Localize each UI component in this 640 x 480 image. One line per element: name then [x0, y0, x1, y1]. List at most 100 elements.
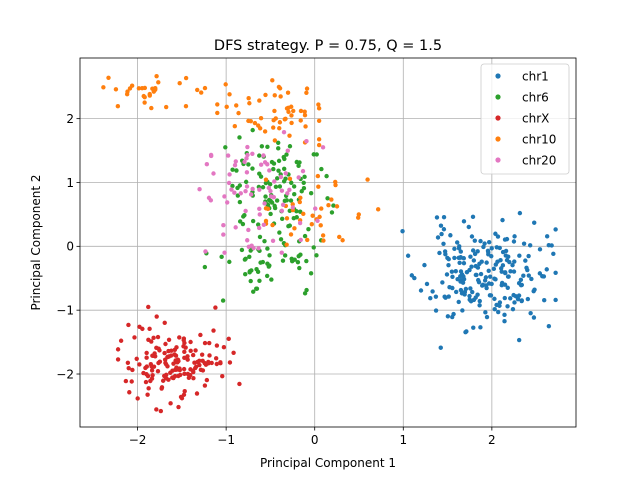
point-chr6: [282, 166, 287, 172]
point-chr6: [297, 160, 302, 165]
point-chr10: [318, 223, 323, 228]
point-chr20: [285, 148, 290, 153]
point-chr10: [284, 242, 289, 247]
point-chr1: [473, 272, 479, 278]
point-chr6: [306, 227, 311, 232]
point-chr10: [316, 102, 321, 107]
point-chr1: [532, 220, 537, 225]
plot-frame: [79, 57, 577, 428]
point-chr10: [263, 218, 269, 224]
point-chrX: [135, 396, 140, 401]
point-chrX: [185, 357, 190, 362]
point-chr10: [106, 75, 111, 80]
point-chrX: [159, 385, 165, 390]
point-chrX: [186, 375, 192, 381]
point-chrX: [177, 335, 182, 340]
point-chr1: [540, 274, 545, 279]
point-chr6: [264, 273, 270, 279]
point-chr1: [412, 275, 417, 281]
point-chr20: [233, 159, 238, 164]
point-chr1: [477, 298, 482, 304]
point-chr20: [265, 162, 270, 167]
point-chrX: [154, 314, 159, 319]
point-chr1: [524, 265, 529, 270]
point-chrX: [193, 348, 198, 353]
point-chr6: [304, 287, 309, 293]
point-chr6: [302, 291, 308, 296]
point-chr1: [502, 295, 507, 301]
point-chr20: [315, 218, 320, 224]
point-chr6: [289, 259, 295, 264]
point-chrX: [154, 345, 159, 350]
point-chr6: [272, 203, 277, 209]
point-chr1: [456, 299, 461, 305]
x-tick-label: −2: [129, 433, 147, 447]
point-chr1: [463, 329, 468, 335]
point-chr1: [461, 274, 466, 279]
point-chr6: [239, 247, 245, 253]
point-chr6: [265, 246, 270, 251]
point-chr20: [242, 159, 247, 165]
point-chrX: [155, 369, 161, 374]
point-chr10: [147, 91, 152, 97]
point-chr6: [277, 184, 283, 189]
legend-marker-chr6: [495, 94, 501, 100]
point-chrX: [155, 334, 161, 340]
point-chrX: [182, 371, 187, 376]
point-chr1: [470, 214, 476, 220]
point-chr10: [321, 238, 326, 243]
point-chr1: [502, 319, 507, 324]
point-chrX: [149, 368, 155, 373]
point-chrX: [171, 374, 177, 380]
point-chr10: [223, 82, 228, 87]
point-chr1: [446, 262, 451, 268]
point-chrX: [174, 345, 179, 350]
point-chr10: [224, 104, 229, 110]
point-chrX: [172, 352, 177, 357]
point-chrX: [127, 390, 132, 395]
point-chr6: [273, 184, 279, 190]
point-chr10: [154, 73, 159, 79]
point-chr10: [265, 206, 271, 212]
point-chr1: [483, 283, 489, 288]
point-chrX: [174, 365, 179, 370]
point-chrX: [173, 358, 178, 363]
point-chr1: [475, 265, 481, 270]
point-chr1: [518, 282, 524, 288]
point-chr20: [283, 171, 288, 176]
point-chr6: [257, 234, 263, 240]
point-chr10: [317, 214, 322, 220]
point-chr20: [229, 187, 234, 192]
data-points: [101, 73, 558, 414]
point-chr1: [499, 280, 505, 286]
point-chr6: [280, 258, 286, 263]
point-chr20: [262, 201, 267, 206]
point-chr1: [508, 269, 513, 274]
point-chr1: [528, 310, 533, 316]
point-chr1: [502, 237, 508, 242]
point-chr1: [472, 251, 478, 257]
point-chr6: [269, 277, 274, 282]
point-chr1: [510, 262, 515, 268]
point-chr1: [549, 243, 554, 248]
legend-label-chrX: chrX: [522, 111, 549, 125]
chart-title: DFS strategy. P = 0.75, Q = 1.5: [214, 38, 442, 54]
point-chrX: [198, 367, 204, 373]
point-chrX: [151, 335, 156, 341]
point-chrX: [191, 376, 196, 381]
point-chr6: [251, 289, 256, 294]
point-chr1: [477, 303, 482, 308]
point-chr10: [329, 197, 334, 202]
point-chr1: [455, 240, 460, 245]
point-chr6: [230, 183, 235, 189]
point-chr20: [313, 206, 318, 211]
point-chr1: [455, 276, 460, 282]
legend: chr1 chr6 chrX chr10 chr20: [480, 63, 570, 175]
point-chr6: [250, 166, 255, 171]
point-chrX: [181, 336, 187, 341]
point-chr6: [259, 144, 265, 149]
point-chr20: [300, 168, 306, 174]
point-chr6: [325, 196, 330, 201]
point-chr6: [274, 198, 280, 203]
point-chr20: [251, 245, 256, 251]
